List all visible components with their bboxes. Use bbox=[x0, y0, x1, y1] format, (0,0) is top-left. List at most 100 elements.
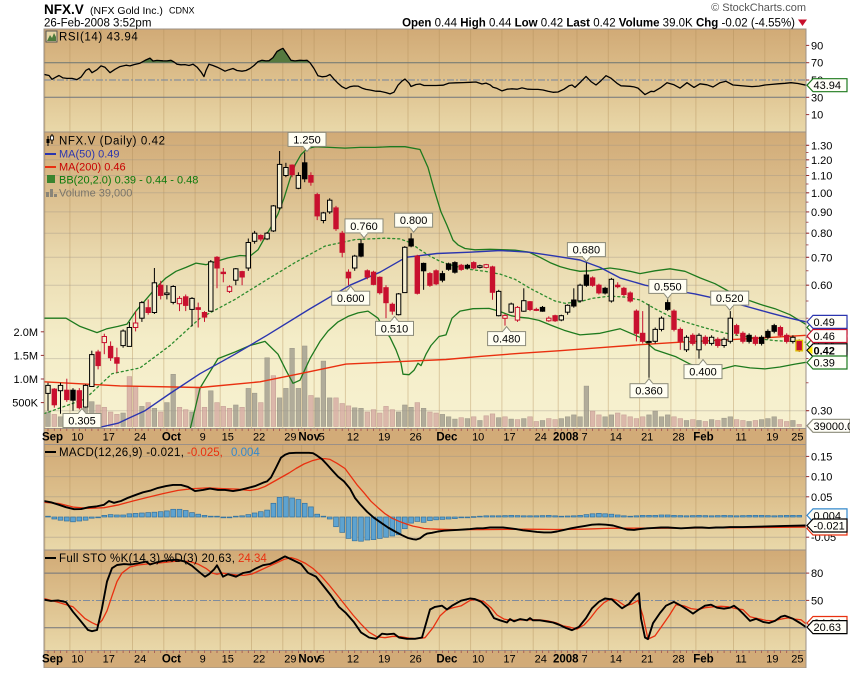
svg-text:24: 24 bbox=[134, 432, 146, 444]
svg-text:21: 21 bbox=[641, 654, 653, 666]
svg-text:10: 10 bbox=[811, 110, 823, 122]
svg-text:0.510: 0.510 bbox=[381, 323, 409, 335]
svg-text:0.05: 0.05 bbox=[811, 492, 832, 504]
svg-text:CDNX: CDNX bbox=[169, 6, 195, 16]
svg-text:0.360: 0.360 bbox=[635, 386, 663, 398]
svg-text:0.39: 0.39 bbox=[814, 358, 835, 370]
svg-text:39000.0: 39000.0 bbox=[814, 421, 850, 433]
svg-text:11: 11 bbox=[735, 432, 746, 444]
svg-text:Sep: Sep bbox=[42, 432, 63, 444]
svg-text:Feb: Feb bbox=[693, 432, 713, 444]
svg-text:17: 17 bbox=[503, 432, 515, 444]
svg-text:0.800: 0.800 bbox=[400, 215, 428, 227]
svg-text:Volume 39,000: Volume 39,000 bbox=[59, 188, 132, 200]
svg-text:19: 19 bbox=[766, 654, 778, 666]
svg-text:10: 10 bbox=[71, 654, 83, 666]
svg-text:Dec: Dec bbox=[436, 432, 458, 444]
svg-text:15: 15 bbox=[222, 654, 234, 666]
svg-text:Nov: Nov bbox=[298, 432, 320, 444]
svg-text:25: 25 bbox=[791, 654, 803, 666]
svg-text:0.305: 0.305 bbox=[68, 416, 96, 428]
svg-text:0.600: 0.600 bbox=[337, 293, 365, 305]
svg-text:0.520: 0.520 bbox=[716, 293, 744, 305]
svg-text:1.30: 1.30 bbox=[811, 140, 832, 152]
svg-text:0.60: 0.60 bbox=[811, 280, 832, 292]
svg-text:22: 22 bbox=[253, 654, 265, 666]
svg-text:26: 26 bbox=[409, 432, 421, 444]
svg-text:0.70: 0.70 bbox=[811, 252, 832, 264]
svg-text:NFX.V (Daily) 0.42: NFX.V (Daily) 0.42 bbox=[59, 136, 166, 148]
svg-text:5: 5 bbox=[319, 654, 325, 666]
svg-text:30: 30 bbox=[811, 92, 823, 104]
svg-text:70: 70 bbox=[811, 58, 823, 70]
svg-text:7: 7 bbox=[582, 432, 588, 444]
svg-text:22: 22 bbox=[253, 432, 265, 444]
svg-text:1.5M: 1.5M bbox=[14, 350, 38, 362]
svg-text:MA(50) 0.49: MA(50) 0.49 bbox=[59, 149, 120, 161]
svg-text:-0.021: -0.021 bbox=[814, 521, 845, 533]
svg-text:0.680: 0.680 bbox=[573, 245, 601, 257]
svg-text:0.480: 0.480 bbox=[493, 334, 521, 346]
svg-text:10: 10 bbox=[472, 432, 484, 444]
svg-text:BB(20,2.0) 0.39 - 0.44 - 0.48: BB(20,2.0) 0.39 - 0.44 - 0.48 bbox=[59, 175, 198, 187]
svg-text:28: 28 bbox=[672, 432, 684, 444]
svg-text:Full STO %K(14,3) %D(3) 20.63,: Full STO %K(14,3) %D(3) 20.63, bbox=[59, 553, 235, 565]
svg-text:0.80: 0.80 bbox=[811, 228, 832, 240]
svg-text:MACD(12,26,9) -0.021,: MACD(12,26,9) -0.021, bbox=[59, 447, 184, 459]
svg-text:29: 29 bbox=[284, 654, 296, 666]
svg-text:80: 80 bbox=[811, 568, 823, 580]
svg-text:24: 24 bbox=[535, 654, 547, 666]
svg-text:14: 14 bbox=[610, 654, 622, 666]
svg-text:RSI(14) 43.94: RSI(14) 43.94 bbox=[59, 32, 138, 44]
svg-text:21: 21 bbox=[641, 432, 653, 444]
svg-text:2.0M: 2.0M bbox=[14, 327, 38, 339]
svg-text:28: 28 bbox=[672, 654, 684, 666]
svg-text:1.250: 1.250 bbox=[293, 134, 321, 146]
svg-text:0.49: 0.49 bbox=[814, 317, 835, 329]
svg-text:14: 14 bbox=[610, 432, 622, 444]
svg-text:2008: 2008 bbox=[553, 654, 579, 666]
svg-text:(NFX Gold Inc.): (NFX Gold Inc.) bbox=[90, 5, 163, 17]
svg-text:26: 26 bbox=[409, 654, 421, 666]
svg-text:NFX.V: NFX.V bbox=[44, 2, 84, 17]
svg-text:11: 11 bbox=[735, 654, 746, 666]
svg-text:19: 19 bbox=[378, 654, 390, 666]
svg-text:Sep: Sep bbox=[42, 654, 63, 666]
svg-text:0.30: 0.30 bbox=[811, 406, 832, 418]
svg-text:5: 5 bbox=[319, 432, 325, 444]
svg-text:Nov: Nov bbox=[298, 654, 320, 666]
svg-text:1.00: 1.00 bbox=[811, 188, 832, 200]
svg-text:15: 15 bbox=[222, 432, 234, 444]
svg-text:Oct: Oct bbox=[162, 654, 181, 666]
svg-text:1.10: 1.10 bbox=[811, 171, 832, 183]
svg-text:24.34: 24.34 bbox=[238, 553, 267, 565]
svg-text:17: 17 bbox=[103, 654, 115, 666]
svg-text:1.20: 1.20 bbox=[811, 155, 832, 167]
svg-text:-0.025,: -0.025, bbox=[187, 447, 223, 459]
svg-text:1.0M: 1.0M bbox=[14, 374, 38, 386]
svg-text:26-Feb-2008 3:52pm: 26-Feb-2008 3:52pm bbox=[44, 18, 151, 30]
svg-text:10: 10 bbox=[71, 432, 83, 444]
svg-text:Open 0.44 High 0.44 Low 0.42 L: Open 0.44 High 0.44 Low 0.42 Last 0.42 V… bbox=[402, 18, 795, 30]
svg-text:10: 10 bbox=[472, 654, 484, 666]
svg-text:0.15: 0.15 bbox=[811, 451, 832, 463]
svg-text:29: 29 bbox=[284, 432, 296, 444]
svg-text:24: 24 bbox=[535, 432, 547, 444]
svg-text:7: 7 bbox=[582, 654, 588, 666]
svg-text:© StockCharts.com: © StockCharts.com bbox=[711, 2, 806, 14]
svg-text:9: 9 bbox=[200, 432, 206, 444]
svg-text:0.760: 0.760 bbox=[350, 221, 378, 233]
svg-text:9: 9 bbox=[200, 654, 206, 666]
svg-text:MA(200) 0.46: MA(200) 0.46 bbox=[59, 162, 126, 174]
svg-text:17: 17 bbox=[103, 432, 115, 444]
svg-text:0.10: 0.10 bbox=[811, 472, 832, 484]
svg-text:17: 17 bbox=[503, 654, 515, 666]
svg-text:20.63: 20.63 bbox=[814, 622, 842, 634]
svg-text:Feb: Feb bbox=[693, 654, 713, 666]
svg-text:500K: 500K bbox=[12, 398, 38, 410]
svg-text:0.46: 0.46 bbox=[814, 331, 835, 343]
svg-text:0.004: 0.004 bbox=[231, 447, 260, 459]
svg-text:50: 50 bbox=[811, 595, 823, 607]
svg-text:2008: 2008 bbox=[553, 432, 579, 444]
svg-text:25: 25 bbox=[791, 432, 803, 444]
